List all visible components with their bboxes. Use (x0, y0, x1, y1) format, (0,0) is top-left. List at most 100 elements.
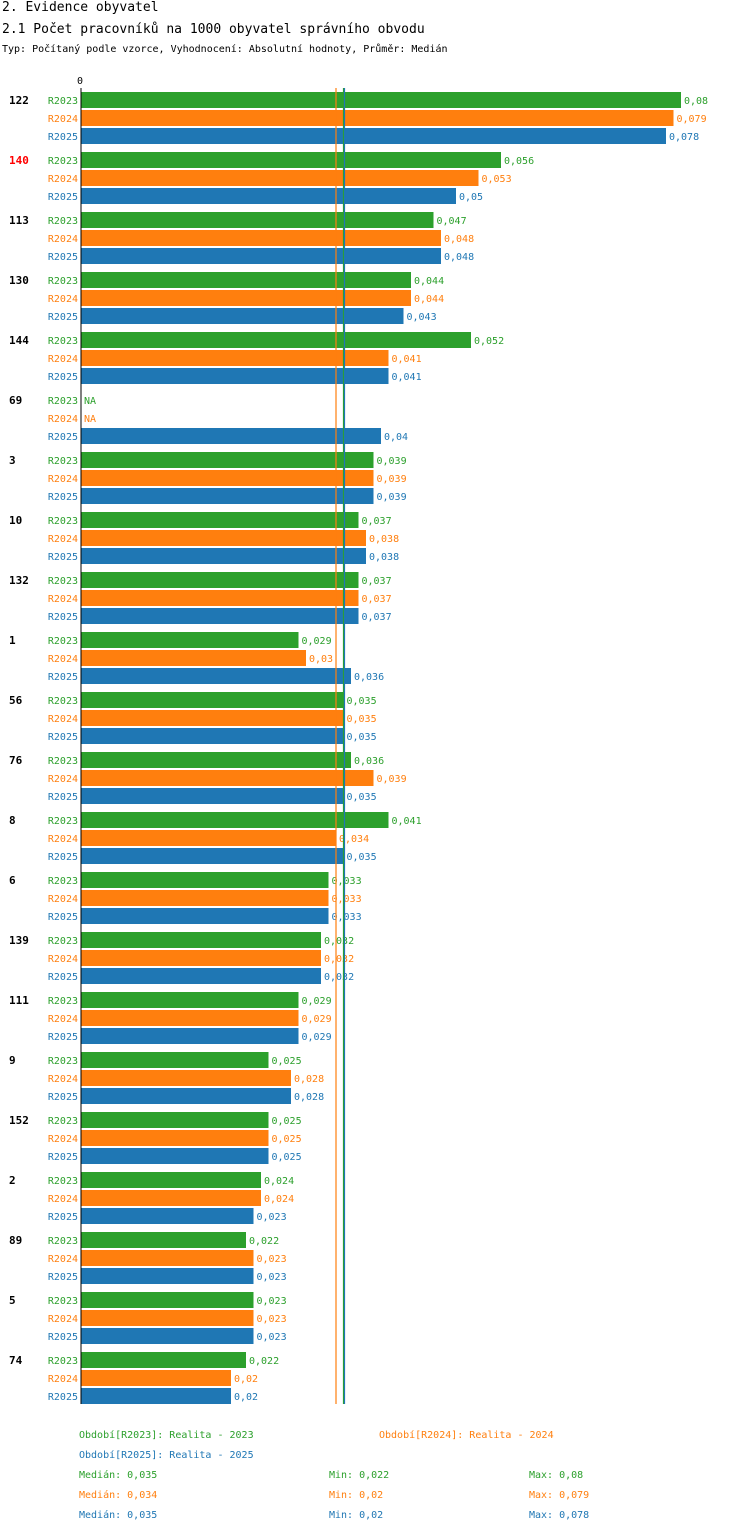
bar-r2025-139 (81, 968, 321, 984)
bar-r2025-122 (81, 128, 666, 144)
legend-max: Max: 0,08 (529, 1470, 583, 1481)
data-label: 0,025 (272, 1152, 302, 1163)
legend-min: Min: 0,022 (329, 1470, 389, 1481)
chart-title: 2.1 Počet pracovníků na 1000 obyvatel sp… (2, 22, 425, 37)
series-label-r2023: R2023 (48, 1236, 78, 1247)
bar-r2023-5 (81, 1292, 254, 1308)
series-label-r2024: R2024 (48, 414, 78, 425)
bar-r2024-122 (81, 110, 674, 126)
series-label-r2025: R2025 (48, 672, 78, 683)
data-label: 0,038 (369, 534, 399, 545)
data-label: 0,053 (482, 174, 512, 185)
bar-r2023-9 (81, 1052, 269, 1068)
data-label: 0,035 (347, 732, 377, 743)
data-label: 0,035 (347, 852, 377, 863)
data-label: 0,029 (302, 996, 332, 1007)
series-label-r2023: R2023 (48, 156, 78, 167)
bar-r2023-8 (81, 812, 389, 828)
series-label-r2024: R2024 (48, 1314, 78, 1325)
category-label: 111 (9, 994, 29, 1007)
bar-r2024-56 (81, 710, 344, 726)
series-label-r2023: R2023 (48, 96, 78, 107)
data-label: 0,025 (272, 1056, 302, 1067)
bar-r2023-1 (81, 632, 299, 648)
data-label: 0,041 (392, 354, 422, 365)
bar-r2025-5 (81, 1328, 254, 1344)
series-label-r2024: R2024 (48, 1074, 78, 1085)
series-label-r2025: R2025 (48, 1032, 78, 1043)
bar-r2024-10 (81, 530, 366, 546)
data-label: 0,05 (459, 192, 483, 203)
data-label: 0,033 (332, 876, 362, 887)
legend-min: Min: 0,02 (329, 1510, 383, 1521)
category-label: 6 (9, 874, 16, 887)
bar-r2024-8 (81, 830, 336, 846)
data-label: 0,056 (504, 156, 534, 167)
bar-r2023-56 (81, 692, 344, 708)
bar-r2025-152 (81, 1148, 269, 1164)
series-label-r2025: R2025 (48, 432, 78, 443)
data-label: 0,037 (362, 576, 392, 587)
data-label: 0,03 (309, 654, 333, 665)
category-label: 74 (9, 1354, 23, 1367)
series-label-r2024: R2024 (48, 1374, 78, 1385)
series-label-r2024: R2024 (48, 834, 78, 845)
series-label-r2024: R2024 (48, 1194, 78, 1205)
bar-r2024-6 (81, 890, 329, 906)
series-label-r2025: R2025 (48, 492, 78, 503)
bar-r2023-122 (81, 92, 681, 108)
data-label: 0,044 (414, 294, 444, 305)
data-label: 0,023 (257, 1212, 287, 1223)
series-label-r2025: R2025 (48, 1212, 78, 1223)
series-label-r2023: R2023 (48, 1056, 78, 1067)
data-label: 0,041 (392, 372, 422, 383)
bar-r2025-10 (81, 548, 366, 564)
data-label: 0,035 (347, 714, 377, 725)
series-label-r2023: R2023 (48, 576, 78, 587)
legend-max: Max: 0,078 (529, 1510, 589, 1521)
category-label: 3 (9, 454, 16, 467)
series-label-r2024: R2024 (48, 234, 78, 245)
category-label: 10 (9, 514, 22, 527)
legend-median: Medián: 0,035 (79, 1469, 157, 1481)
data-label: 0,039 (377, 774, 407, 785)
data-label: 0,079 (677, 114, 707, 125)
series-label-r2023: R2023 (48, 276, 78, 287)
series-label-r2025: R2025 (48, 972, 78, 983)
bar-r2025-56 (81, 728, 344, 744)
data-label: 0,052 (474, 336, 504, 347)
series-label-r2024: R2024 (48, 1254, 78, 1265)
data-label: 0,024 (264, 1194, 294, 1205)
bar-r2023-6 (81, 872, 329, 888)
bar-r2025-6 (81, 908, 329, 924)
bar-r2025-113 (81, 248, 441, 264)
bar-r2024-140 (81, 170, 479, 186)
data-label: 0,038 (369, 552, 399, 563)
bar-r2024-74 (81, 1370, 231, 1386)
bar-r2023-139 (81, 932, 321, 948)
bar-r2024-89 (81, 1250, 254, 1266)
series-label-r2025: R2025 (48, 1272, 78, 1283)
series-label-r2023: R2023 (48, 1296, 78, 1307)
bar-r2025-2 (81, 1208, 254, 1224)
series-label-r2025: R2025 (48, 552, 78, 563)
legend-period-r2024: Období[R2024]: Realita - 2024 (379, 1429, 554, 1441)
category-label: 152 (9, 1114, 29, 1127)
series-label-r2024: R2024 (48, 474, 78, 485)
bar-r2023-144 (81, 332, 471, 348)
data-label: 0,032 (324, 954, 354, 965)
na-label: NA (84, 396, 96, 407)
section-title: 2. Evidence obyvatel (2, 0, 159, 15)
data-label: 0,02 (234, 1392, 258, 1403)
series-label-r2023: R2023 (48, 1176, 78, 1187)
data-label: 0,039 (377, 492, 407, 503)
bar-r2023-10 (81, 512, 359, 528)
data-label: 0,037 (362, 612, 392, 623)
bar-r2025-8 (81, 848, 344, 864)
bar-r2023-130 (81, 272, 411, 288)
bar-r2025-132 (81, 608, 359, 624)
series-label-r2024: R2024 (48, 294, 78, 305)
series-label-r2025: R2025 (48, 1332, 78, 1343)
bar-r2024-113 (81, 230, 441, 246)
category-label: 76 (9, 754, 23, 767)
